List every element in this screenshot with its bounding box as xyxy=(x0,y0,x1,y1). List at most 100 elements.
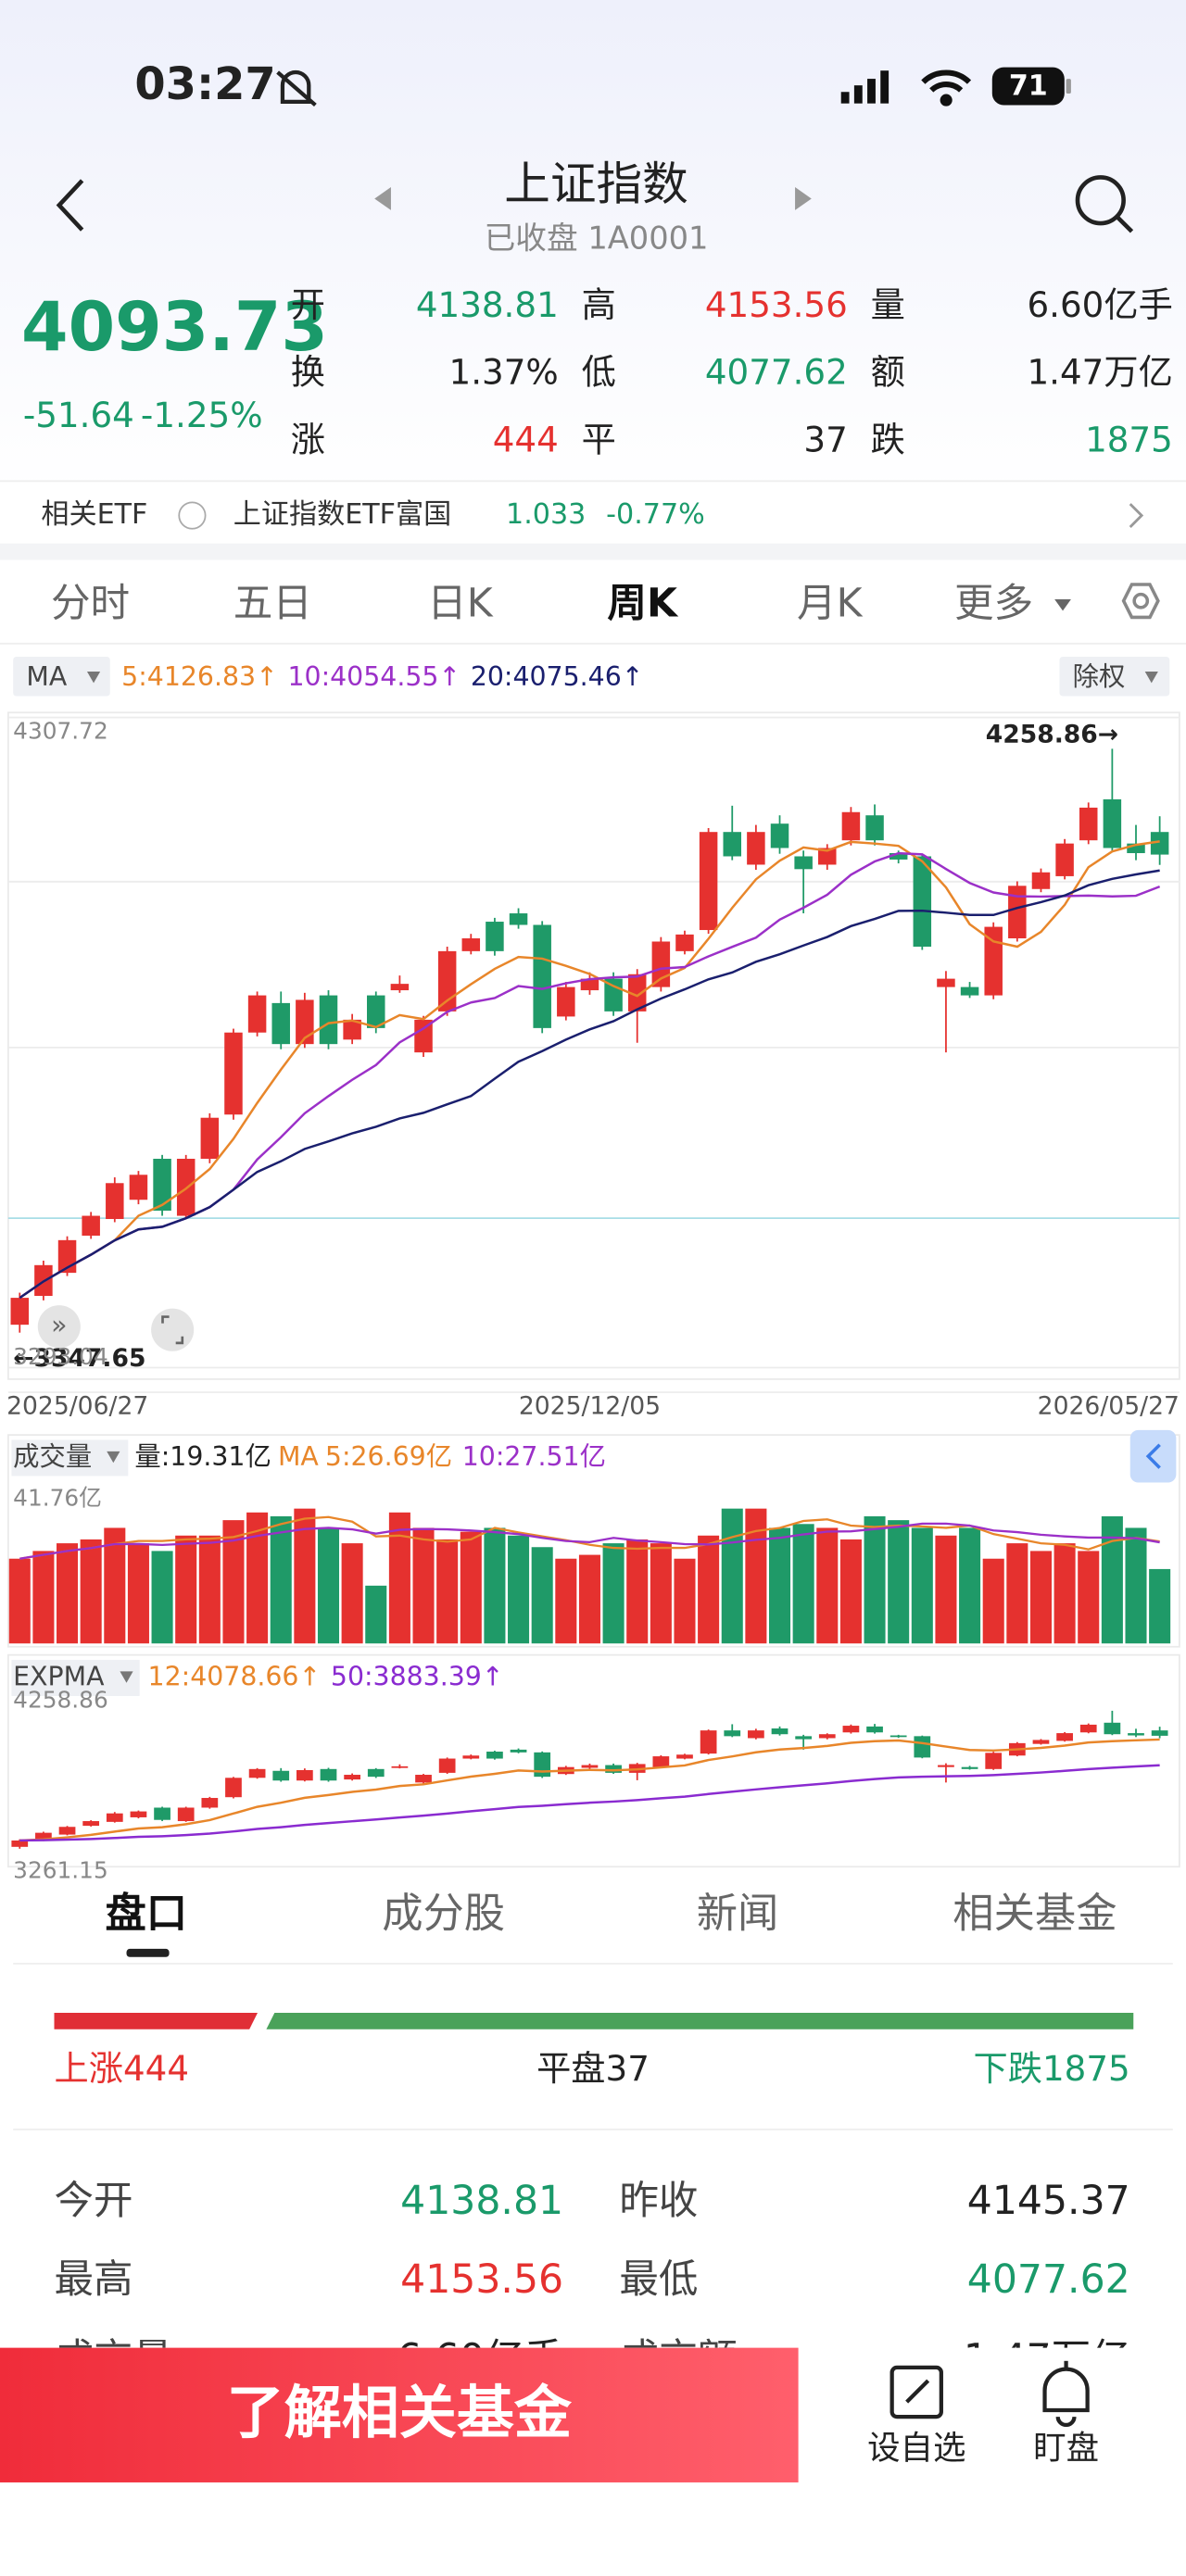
settings-button[interactable] xyxy=(1121,583,1160,620)
candle-body xyxy=(367,1768,385,1778)
candle-body xyxy=(700,1730,717,1754)
next-index[interactable] xyxy=(795,187,812,210)
volume-bar xyxy=(8,1558,31,1644)
candle-body xyxy=(415,1775,432,1783)
stat-label: 最低 xyxy=(619,2257,698,2303)
fund-button[interactable] xyxy=(0,2347,799,2482)
field-value: 1875 xyxy=(1085,419,1173,459)
volume-ma-line xyxy=(19,1522,1160,1560)
fullscreen-button[interactable] xyxy=(151,1308,195,1351)
adjust-selector[interactable] xyxy=(1059,656,1170,697)
battery-level: 71 xyxy=(1009,69,1048,102)
field-label: 跌 xyxy=(871,419,905,459)
candle-body xyxy=(770,823,789,848)
candle-body xyxy=(748,1730,764,1739)
expma-legend: 12:4078.66↑ 50:3883.39↑ xyxy=(148,1661,504,1691)
tab[interactable]: 更多 xyxy=(954,582,1033,627)
etf-label: 相关ETF xyxy=(41,498,147,531)
x-tick-label: 2025/06/27 xyxy=(6,1392,148,1421)
ema-line xyxy=(19,1764,1160,1842)
candle-body xyxy=(437,950,457,1012)
tab[interactable]: 月K xyxy=(797,582,864,627)
candle-body xyxy=(391,1766,409,1768)
dropdown-arrow xyxy=(86,671,101,684)
expma-selector[interactable] xyxy=(11,1659,140,1696)
field-value: 1.37% xyxy=(449,352,559,393)
volume-bar xyxy=(959,1527,981,1644)
y-tick-label: 4307.72 xyxy=(13,718,108,745)
tab[interactable]: 新闻 xyxy=(697,1890,779,1937)
tab[interactable]: 相关基金 xyxy=(953,1890,1117,1937)
candle-body xyxy=(367,995,385,1028)
volume-bar xyxy=(508,1535,530,1644)
candle-body xyxy=(605,1765,622,1773)
candle-body xyxy=(580,978,599,991)
candle-body xyxy=(390,984,410,991)
monitor-button[interactable] xyxy=(1042,2360,1090,2428)
price-change: -51.64 -1.25% xyxy=(23,395,263,435)
tab-active[interactable]: 盘口 xyxy=(105,1890,187,1937)
volume-current: 量:19.31亿 xyxy=(134,1441,271,1472)
candle-body xyxy=(319,995,338,1045)
ma-title: MA xyxy=(26,661,67,692)
volume-selector[interactable] xyxy=(11,1439,129,1476)
volume-bar xyxy=(32,1551,55,1644)
candle-body xyxy=(795,1736,813,1740)
back-button[interactable] xyxy=(56,179,84,232)
candle-body xyxy=(414,1019,433,1053)
volume-bar xyxy=(127,1543,149,1644)
volume-bar xyxy=(57,1543,79,1644)
prev-index[interactable] xyxy=(374,187,391,210)
candle-body xyxy=(841,811,861,841)
candle-body xyxy=(1032,1740,1050,1744)
header-bg xyxy=(0,0,1186,493)
dropdown-arrow xyxy=(107,1451,120,1464)
tab[interactable]: 成分股 xyxy=(382,1890,505,1937)
volume-bar xyxy=(365,1585,387,1644)
ma-line xyxy=(19,840,1160,1300)
candle-body xyxy=(224,1032,243,1115)
volume-legend: 量:19.31亿 MA 5:26.69亿 10:27.51亿 xyxy=(134,1441,606,1472)
tab[interactable]: 日K xyxy=(427,582,494,627)
ma-line xyxy=(19,851,1161,1300)
tab[interactable]: 分时 xyxy=(51,582,130,627)
field-value: 1.47万亿 xyxy=(1027,352,1172,393)
volume-bar xyxy=(341,1543,363,1644)
candle-body xyxy=(866,1726,883,1733)
candle-body xyxy=(724,1730,741,1737)
etf-row[interactable]: 相关ETF 上证指数ETF富国 1.033 -0.77% xyxy=(41,498,1144,531)
up-value: 444 xyxy=(123,2048,189,2089)
side-panel-button[interactable] xyxy=(1129,1429,1177,1483)
volume-bar xyxy=(222,1520,245,1644)
volume-bar xyxy=(768,1527,791,1644)
tab[interactable]: 五日 xyxy=(233,582,312,627)
volume-bar xyxy=(982,1558,1004,1644)
breadth-bar xyxy=(54,2013,1134,2029)
ema-line xyxy=(19,1738,1160,1842)
stat-value: 4153.56 xyxy=(400,2257,563,2303)
candle-body xyxy=(913,856,932,948)
volume-bar xyxy=(626,1539,649,1644)
volume-bar xyxy=(104,1527,126,1644)
search-button[interactable] xyxy=(1075,175,1134,233)
stat-value: 4138.81 xyxy=(400,2179,563,2224)
candle-body xyxy=(1151,1730,1168,1736)
volume-bar xyxy=(650,1543,672,1644)
candle-body xyxy=(581,1765,599,1768)
ma-selector[interactable] xyxy=(13,656,110,697)
volume-bar xyxy=(1029,1551,1052,1644)
candle-body xyxy=(889,853,908,860)
candle-body xyxy=(675,934,694,951)
candle-body xyxy=(960,986,979,996)
volume-bar xyxy=(864,1515,886,1644)
candle-body xyxy=(676,1754,693,1759)
candle-body xyxy=(1079,1724,1097,1733)
volume-bar xyxy=(1149,1568,1171,1644)
volume-frame xyxy=(6,1434,1180,1648)
watch-button[interactable] xyxy=(890,2365,943,2419)
etf-price: 1.033 xyxy=(506,498,586,531)
tab-active[interactable]: 周K xyxy=(607,582,679,627)
volume-bar xyxy=(412,1527,435,1644)
collapse-button[interactable]: » xyxy=(37,1305,81,1349)
